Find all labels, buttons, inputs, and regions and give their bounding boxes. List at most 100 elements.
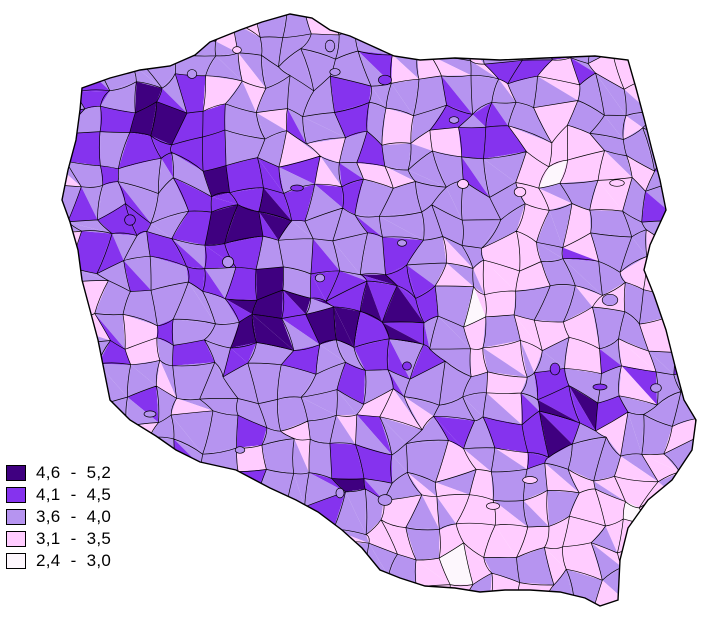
county-region [508, 125, 552, 167]
county-region [410, 105, 447, 144]
county-region [360, 281, 383, 323]
county-region [472, 102, 492, 128]
county-region [690, 164, 696, 196]
county-region [330, 76, 372, 113]
county-region [721, 375, 725, 390]
county-region [304, 184, 343, 222]
city-county [402, 361, 412, 371]
county-region [627, 594, 658, 606]
county-region [331, 478, 366, 492]
county-region [387, 369, 405, 397]
county-region [175, 73, 206, 114]
county-region [604, 115, 626, 140]
county-region [520, 393, 540, 425]
county-region [252, 290, 283, 319]
county-region [549, 203, 572, 248]
county-region [539, 411, 573, 458]
county-region [705, 569, 725, 612]
county-region [641, 453, 680, 473]
county-region [562, 247, 599, 262]
county-region [238, 398, 267, 428]
county-region [511, 29, 553, 60]
county-region [204, 339, 231, 377]
county-region [699, 351, 725, 375]
county-region [406, 416, 449, 444]
county-region [571, 603, 593, 606]
county-region [498, 79, 517, 103]
county-region [456, 523, 496, 558]
county-region [224, 236, 263, 270]
county-region [261, 529, 294, 545]
county-region [360, 232, 386, 275]
county-region [430, 55, 471, 76]
county-region [222, 570, 256, 604]
county-region [406, 263, 447, 286]
county-region [202, 129, 226, 172]
county-region [650, 75, 684, 119]
county-region [695, 401, 696, 419]
county-region [569, 488, 606, 526]
county-region [158, 158, 174, 194]
county-region [62, 341, 73, 361]
legend-label: 2,4 - 3,0 [36, 551, 112, 570]
county-region [618, 311, 649, 352]
county-region [176, 545, 214, 578]
county-region [563, 285, 593, 322]
county-region [534, 285, 576, 322]
county-region [704, 541, 725, 576]
county-region [408, 143, 433, 170]
county-region [70, 32, 97, 67]
county-region [282, 266, 311, 299]
county-region [172, 32, 216, 56]
county-region [592, 14, 614, 35]
county-region [127, 364, 157, 398]
county-region [628, 412, 644, 455]
county-region [679, 601, 696, 606]
legend-item: 4,6 - 5,2 [6, 462, 176, 484]
county-region [440, 14, 469, 40]
county-region [699, 385, 721, 414]
county-region [669, 99, 696, 136]
county-region [485, 102, 509, 128]
county-region [523, 500, 549, 527]
county-region [717, 100, 725, 141]
county-region [172, 14, 216, 42]
county-region [366, 603, 381, 606]
city-county [522, 476, 538, 484]
city-county [335, 487, 345, 499]
county-region [542, 29, 576, 58]
county-region [171, 211, 212, 246]
county-region [680, 179, 696, 222]
county-region [431, 204, 463, 246]
county-region [544, 444, 573, 470]
county-region [544, 547, 567, 585]
county-region [202, 103, 226, 137]
county-region [123, 256, 151, 291]
county-region [675, 57, 696, 93]
county-region [695, 413, 696, 458]
county-region [623, 127, 655, 172]
county-region [653, 594, 682, 606]
county-region [406, 440, 449, 483]
county-region [261, 55, 291, 89]
county-region [62, 274, 74, 294]
county-region [146, 223, 172, 239]
county-region [334, 306, 361, 348]
county-region [462, 371, 488, 397]
county-region [620, 256, 647, 290]
county-region [205, 55, 243, 81]
county-region [520, 340, 535, 378]
county-region [534, 368, 569, 400]
county-region [721, 342, 725, 375]
county-region [224, 204, 263, 244]
legend-label: 3,6 - 4,0 [36, 507, 112, 526]
county-region [360, 274, 398, 286]
county-region [202, 410, 238, 455]
county-region [252, 314, 294, 351]
county-region [695, 14, 696, 40]
county-region [664, 159, 690, 196]
county-region [339, 162, 364, 187]
county-region [250, 544, 294, 579]
county-region [173, 177, 212, 213]
